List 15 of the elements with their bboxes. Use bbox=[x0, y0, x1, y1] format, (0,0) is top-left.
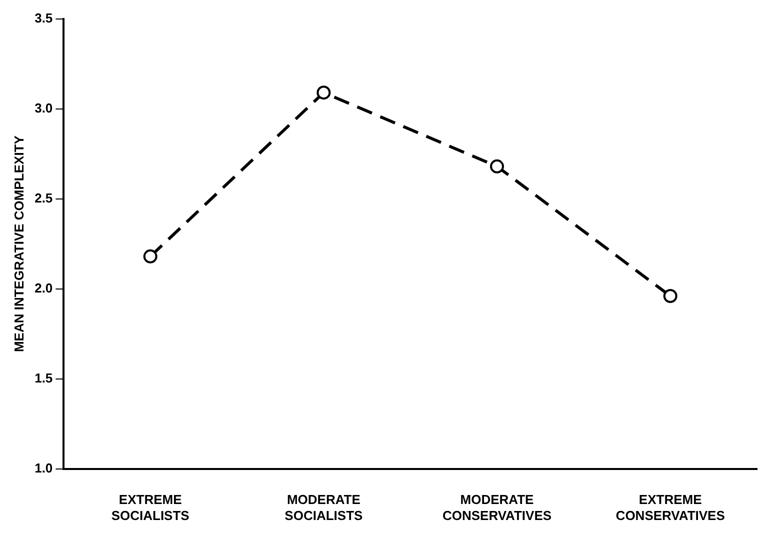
point bbox=[316, 86, 331, 100]
y-tick-label: 1.5 bbox=[34, 370, 53, 386]
x-tick-label: MODERATE SOCIALISTS bbox=[284, 492, 363, 523]
y-tick-label: 2.0 bbox=[34, 280, 53, 296]
point bbox=[663, 289, 678, 303]
y-tick-label: 3.5 bbox=[34, 10, 53, 26]
y-tick-label: 2.5 bbox=[34, 190, 53, 206]
y-axis-title: MEAN INTEGRATIVE COMPLEXITY bbox=[11, 135, 26, 352]
y-tick-label: 1.0 bbox=[34, 460, 53, 476]
x-tick-label: EXTREME SOCIALISTS bbox=[111, 492, 190, 523]
point bbox=[490, 159, 504, 174]
x-tick-label: MODERATE CONSERVATIVES bbox=[442, 492, 552, 523]
point bbox=[143, 249, 158, 264]
x-tick-label: EXTREME CONSERVATIVES bbox=[616, 492, 726, 523]
y-tick-label: 3.0 bbox=[34, 100, 53, 116]
